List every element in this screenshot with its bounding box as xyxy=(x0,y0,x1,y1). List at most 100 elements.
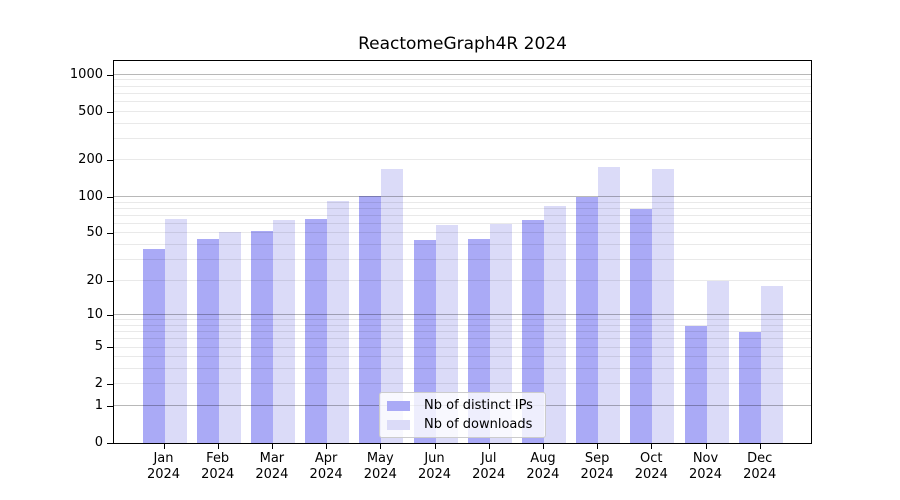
plot-area xyxy=(113,60,812,444)
x-tick-label-jan: Jan 2024 xyxy=(146,451,181,482)
x-tick-mark xyxy=(597,444,599,449)
bar-distinct-ips-feb xyxy=(196,238,219,443)
gridline-minor xyxy=(114,100,811,102)
legend-swatch-downloads xyxy=(387,419,410,430)
bar-distinct-ips-jul xyxy=(467,238,490,443)
x-tick-label-feb: Feb 2024 xyxy=(201,451,235,482)
bar-downloads-mar xyxy=(272,220,295,443)
bar-downloads-jul xyxy=(489,223,512,443)
x-tick-mark xyxy=(434,444,436,449)
gridline-minor xyxy=(114,214,811,216)
legend-swatch-distinct-ips xyxy=(387,400,410,411)
x-tick-mark xyxy=(759,444,761,449)
y-tick-mark xyxy=(107,196,113,198)
y-tick-label: 2 xyxy=(94,376,103,392)
gridline-minor xyxy=(114,383,811,385)
gridline-minor xyxy=(114,85,811,87)
x-tick-mark xyxy=(542,444,544,449)
x-tick-mark xyxy=(705,444,707,449)
x-tick-label-dec: Dec 2024 xyxy=(743,451,777,482)
x-tick-mark xyxy=(163,444,165,449)
y-tick-mark xyxy=(107,160,113,162)
x-tick-label-mar: Mar 2024 xyxy=(255,451,289,482)
legend-label-downloads: Nb of downloads xyxy=(424,417,533,432)
gridline-minor xyxy=(114,92,811,94)
y-tick-label: 20 xyxy=(86,272,103,288)
gridline-minor xyxy=(114,232,811,234)
gridline-minor xyxy=(114,346,811,348)
legend: Nb of distinct IPs Nb of downloads xyxy=(379,392,546,438)
bar-downloads-dec xyxy=(760,286,783,443)
y-tick-label: 500 xyxy=(78,103,103,119)
y-tick-label: 200 xyxy=(78,152,103,168)
bar-downloads-may xyxy=(381,168,404,443)
x-tick-label-sep: Sep 2024 xyxy=(580,451,614,482)
y-tick-mark xyxy=(107,315,113,317)
gridline-minor xyxy=(114,319,811,321)
y-tick-label: 1000 xyxy=(69,66,103,82)
y-tick-mark xyxy=(107,384,113,386)
gridline-major xyxy=(114,73,811,75)
y-tick-label: 5 xyxy=(94,339,103,355)
bar-downloads-jan xyxy=(164,218,187,443)
gridline-minor xyxy=(114,110,811,112)
legend-label-distinct-ips: Nb of distinct IPs xyxy=(424,398,533,413)
bar-downloads-apr xyxy=(327,201,350,443)
y-tick-mark xyxy=(107,347,113,349)
bar-downloads-feb xyxy=(218,232,241,443)
y-tick-mark xyxy=(107,406,113,408)
x-tick-mark xyxy=(271,444,273,449)
bar-downloads-nov xyxy=(706,280,729,443)
x-tick-label-jun: Jun 2024 xyxy=(417,451,452,482)
bar-distinct-ips-dec xyxy=(738,332,761,443)
x-tick-mark xyxy=(380,444,382,449)
bar-downloads-aug xyxy=(543,206,566,443)
x-tick-label-aug: Aug 2024 xyxy=(526,451,560,482)
bar-distinct-ips-sep xyxy=(576,197,599,443)
bar-downloads-oct xyxy=(652,168,675,443)
bar-downloads-jun xyxy=(435,224,458,443)
bar-distinct-ips-mar xyxy=(250,231,273,443)
bar-distinct-ips-oct xyxy=(630,209,653,443)
y-tick-label: 0 xyxy=(94,435,103,450)
x-tick-mark xyxy=(651,444,653,449)
bar-distinct-ips-jan xyxy=(142,249,165,443)
gridline-minor xyxy=(114,222,811,224)
y-tick-mark xyxy=(107,233,113,235)
gridline-minor xyxy=(114,356,811,358)
gridline-minor xyxy=(114,279,811,281)
y-tick-label: 10 xyxy=(86,307,103,323)
bar-distinct-ips-aug xyxy=(521,219,544,443)
bar-distinct-ips-apr xyxy=(305,218,328,443)
gridline-minor xyxy=(114,79,811,81)
y-tick-mark xyxy=(107,280,113,282)
gridline-minor xyxy=(114,207,811,209)
y-tick-label: 1 xyxy=(94,398,103,414)
bar-distinct-ips-nov xyxy=(684,325,707,443)
gridline-minor xyxy=(114,368,811,370)
gridline-minor xyxy=(114,331,811,333)
bar-downloads-sep xyxy=(598,166,621,443)
x-tick-label-nov: Nov 2024 xyxy=(688,451,723,482)
gridline-minor xyxy=(114,159,811,161)
x-tick-label-may: May 2024 xyxy=(363,451,397,482)
gridline-minor xyxy=(114,324,811,326)
y-tick-label: 50 xyxy=(86,225,103,241)
x-tick-mark xyxy=(326,444,328,449)
gridline-minor xyxy=(114,122,811,124)
x-tick-mark xyxy=(488,444,490,449)
legend-row-distinct-ips: Nb of distinct IPs xyxy=(386,398,539,413)
x-tick-label-jul: Jul 2024 xyxy=(472,451,506,482)
gridline-minor xyxy=(114,201,811,203)
y-tick-mark xyxy=(107,111,113,113)
y-tick-label: 100 xyxy=(78,188,103,204)
chart-title: ReactomeGraph4R 2024 xyxy=(358,34,567,54)
legend-row-downloads: Nb of downloads xyxy=(386,417,539,432)
y-tick-mark xyxy=(107,443,113,444)
gridline-minor xyxy=(114,244,811,246)
x-tick-label-apr: Apr 2024 xyxy=(309,451,343,482)
gridline-minor xyxy=(114,338,811,340)
x-tick-mark xyxy=(217,444,219,449)
bar-distinct-ips-may xyxy=(359,196,382,443)
